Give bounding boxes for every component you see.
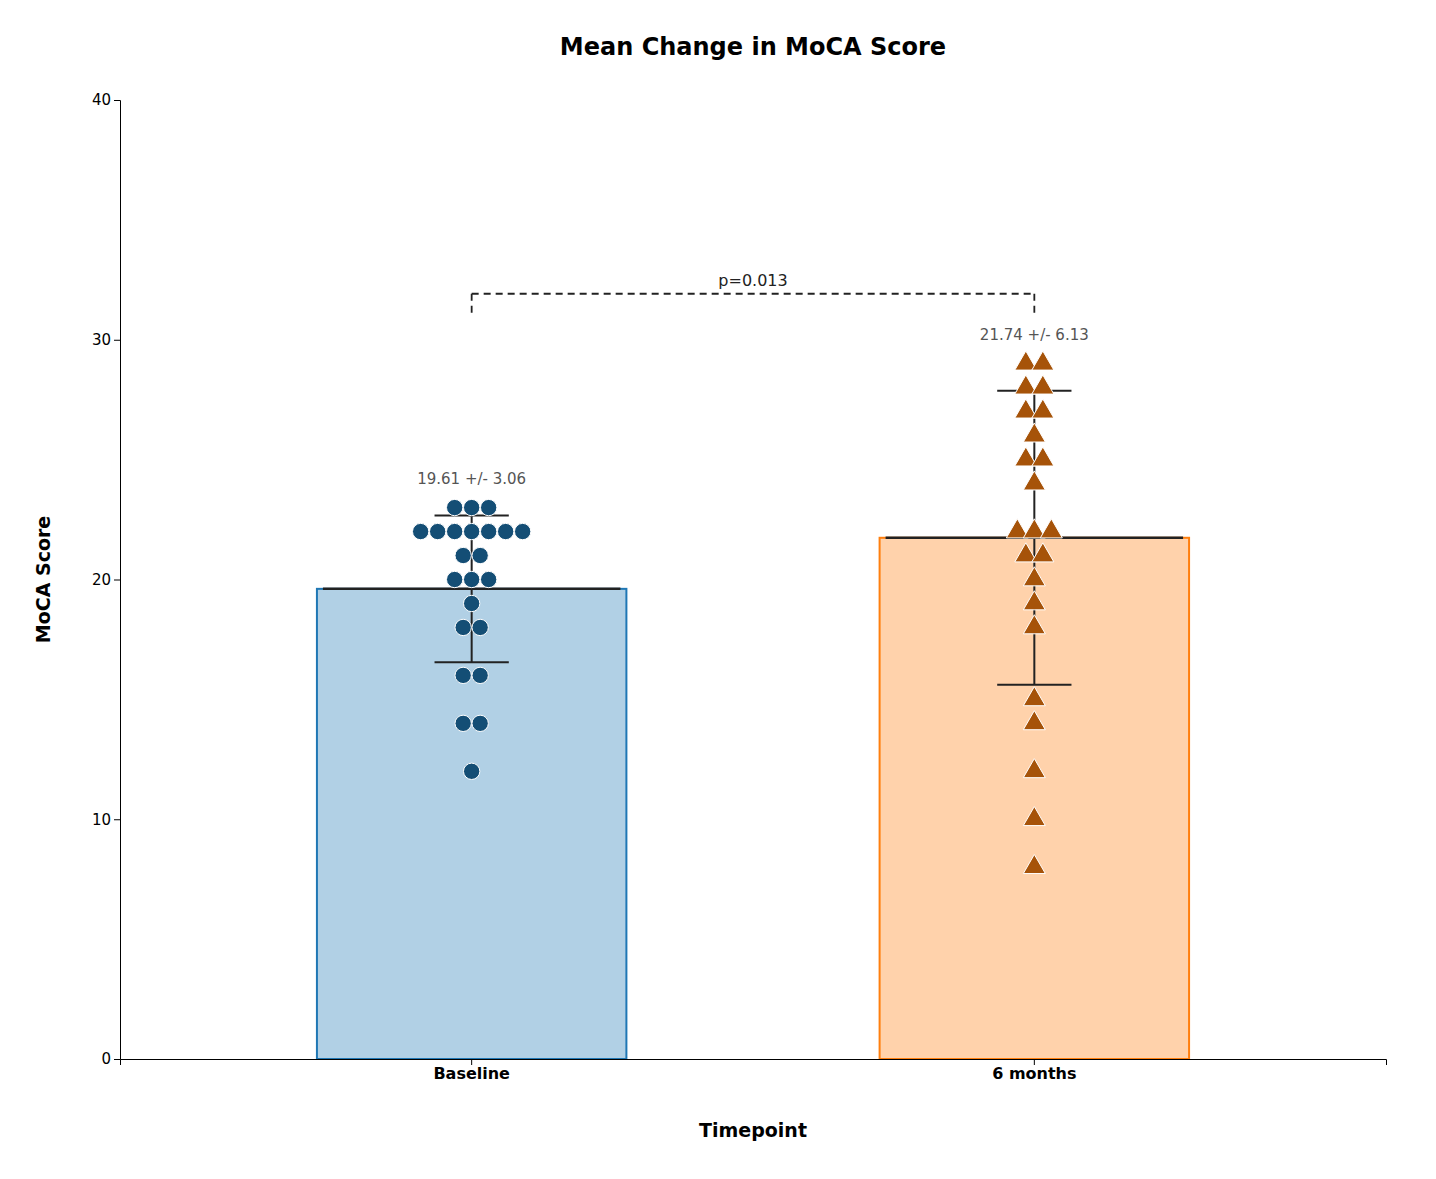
error-bar bbox=[435, 515, 509, 662]
p-value: p=0.013 bbox=[718, 271, 787, 290]
y-tick-label: 10 bbox=[92, 811, 111, 829]
chart-root: 0 10 20 30 40 Baseline 6 months 19.61 +/- 3.06 2… bbox=[92, 91, 1387, 1083]
plot-area bbox=[317, 351, 1189, 1059]
data-point bbox=[497, 523, 513, 539]
data-point bbox=[480, 499, 496, 515]
x-tick-label: 6 months bbox=[992, 1064, 1076, 1083]
data-point bbox=[1023, 615, 1045, 634]
data-point bbox=[472, 547, 488, 563]
y-tick: 0 bbox=[101, 1050, 120, 1068]
data-point bbox=[1032, 351, 1054, 370]
y-tick-mark bbox=[114, 100, 120, 101]
data-point bbox=[1023, 687, 1045, 706]
data-point bbox=[463, 499, 479, 515]
y-tick-mark bbox=[114, 1059, 120, 1060]
annotations: 19.61 +/- 3.06 21.74 +/- 6.13 p=0.013 bbox=[417, 271, 1089, 488]
significance-bracket bbox=[472, 294, 1035, 316]
chart-title: Mean Change in MoCA Score bbox=[560, 33, 946, 61]
data-point bbox=[455, 619, 471, 635]
data-point bbox=[463, 523, 479, 539]
y-axis-title: MoCA Score bbox=[32, 516, 54, 643]
data-point bbox=[472, 619, 488, 635]
data-point bbox=[1023, 807, 1045, 826]
x-tick: 6 months bbox=[992, 1059, 1076, 1083]
y-tick: 10 bbox=[92, 811, 120, 829]
value-label: 19.61 +/- 3.06 bbox=[417, 470, 526, 488]
x-tick-label: Baseline bbox=[433, 1064, 510, 1083]
y-tick-label: 40 bbox=[92, 91, 111, 109]
chart-svg: 0 10 20 30 40 Baseline 6 months 19.61 +/- 3.06 2… bbox=[0, 0, 1436, 1179]
data-point bbox=[1023, 854, 1045, 873]
data-point bbox=[1032, 375, 1054, 394]
value-label: 21.74 +/- 6.13 bbox=[980, 326, 1089, 344]
x-tick: Baseline bbox=[433, 1059, 510, 1083]
data-point bbox=[1023, 711, 1045, 730]
data-point bbox=[1023, 759, 1045, 778]
bracket-line bbox=[471, 294, 473, 316]
bracket-line bbox=[1033, 294, 1035, 316]
y-tick-label: 20 bbox=[92, 571, 111, 589]
x-axis: Baseline 6 months bbox=[121, 1059, 1387, 1083]
error-bar-cap-bottom bbox=[997, 684, 1071, 686]
y-axis-line bbox=[114, 101, 121, 1060]
y-axis: 0 10 20 30 40 bbox=[92, 91, 121, 1068]
data-point bbox=[1040, 519, 1062, 538]
data-point bbox=[463, 571, 479, 587]
data-point bbox=[1023, 471, 1045, 490]
data-point bbox=[429, 523, 445, 539]
error-bar bbox=[997, 391, 1071, 685]
data-point bbox=[1023, 567, 1045, 586]
data-point bbox=[1023, 591, 1045, 610]
data-point bbox=[455, 715, 471, 731]
data-point bbox=[463, 595, 479, 611]
data-point bbox=[1032, 399, 1054, 418]
x-axis-title: Timepoint bbox=[699, 1119, 807, 1141]
x-axis-line bbox=[121, 1060, 1387, 1066]
data-point bbox=[472, 715, 488, 731]
y-tick: 40 bbox=[92, 91, 120, 109]
y-tick-label: 30 bbox=[92, 331, 111, 349]
data-point bbox=[455, 667, 471, 683]
data-point bbox=[412, 523, 428, 539]
y-tick-mark bbox=[114, 580, 120, 581]
bar bbox=[880, 538, 1189, 1059]
data-point bbox=[480, 523, 496, 539]
data-point bbox=[1023, 423, 1045, 442]
y-tick-label: 0 bbox=[101, 1050, 111, 1068]
y-tick-mark bbox=[114, 340, 120, 341]
data-point bbox=[514, 523, 530, 539]
chart-container: 0 10 20 30 40 Baseline 6 months 19.61 +/- 3.06 2… bbox=[0, 0, 1436, 1179]
data-point bbox=[446, 523, 462, 539]
data-point bbox=[446, 499, 462, 515]
data-point bbox=[463, 763, 479, 779]
data-point bbox=[455, 547, 471, 563]
y-tick: 30 bbox=[92, 331, 120, 349]
error-bar-cap-bottom bbox=[435, 661, 509, 663]
y-tick-mark bbox=[114, 819, 120, 820]
data-point bbox=[1032, 447, 1054, 466]
data-point bbox=[446, 571, 462, 587]
data-point bbox=[472, 667, 488, 683]
data-point bbox=[480, 571, 496, 587]
data-point bbox=[1032, 543, 1054, 562]
y-tick: 20 bbox=[92, 571, 120, 589]
bracket-line bbox=[472, 293, 1035, 295]
